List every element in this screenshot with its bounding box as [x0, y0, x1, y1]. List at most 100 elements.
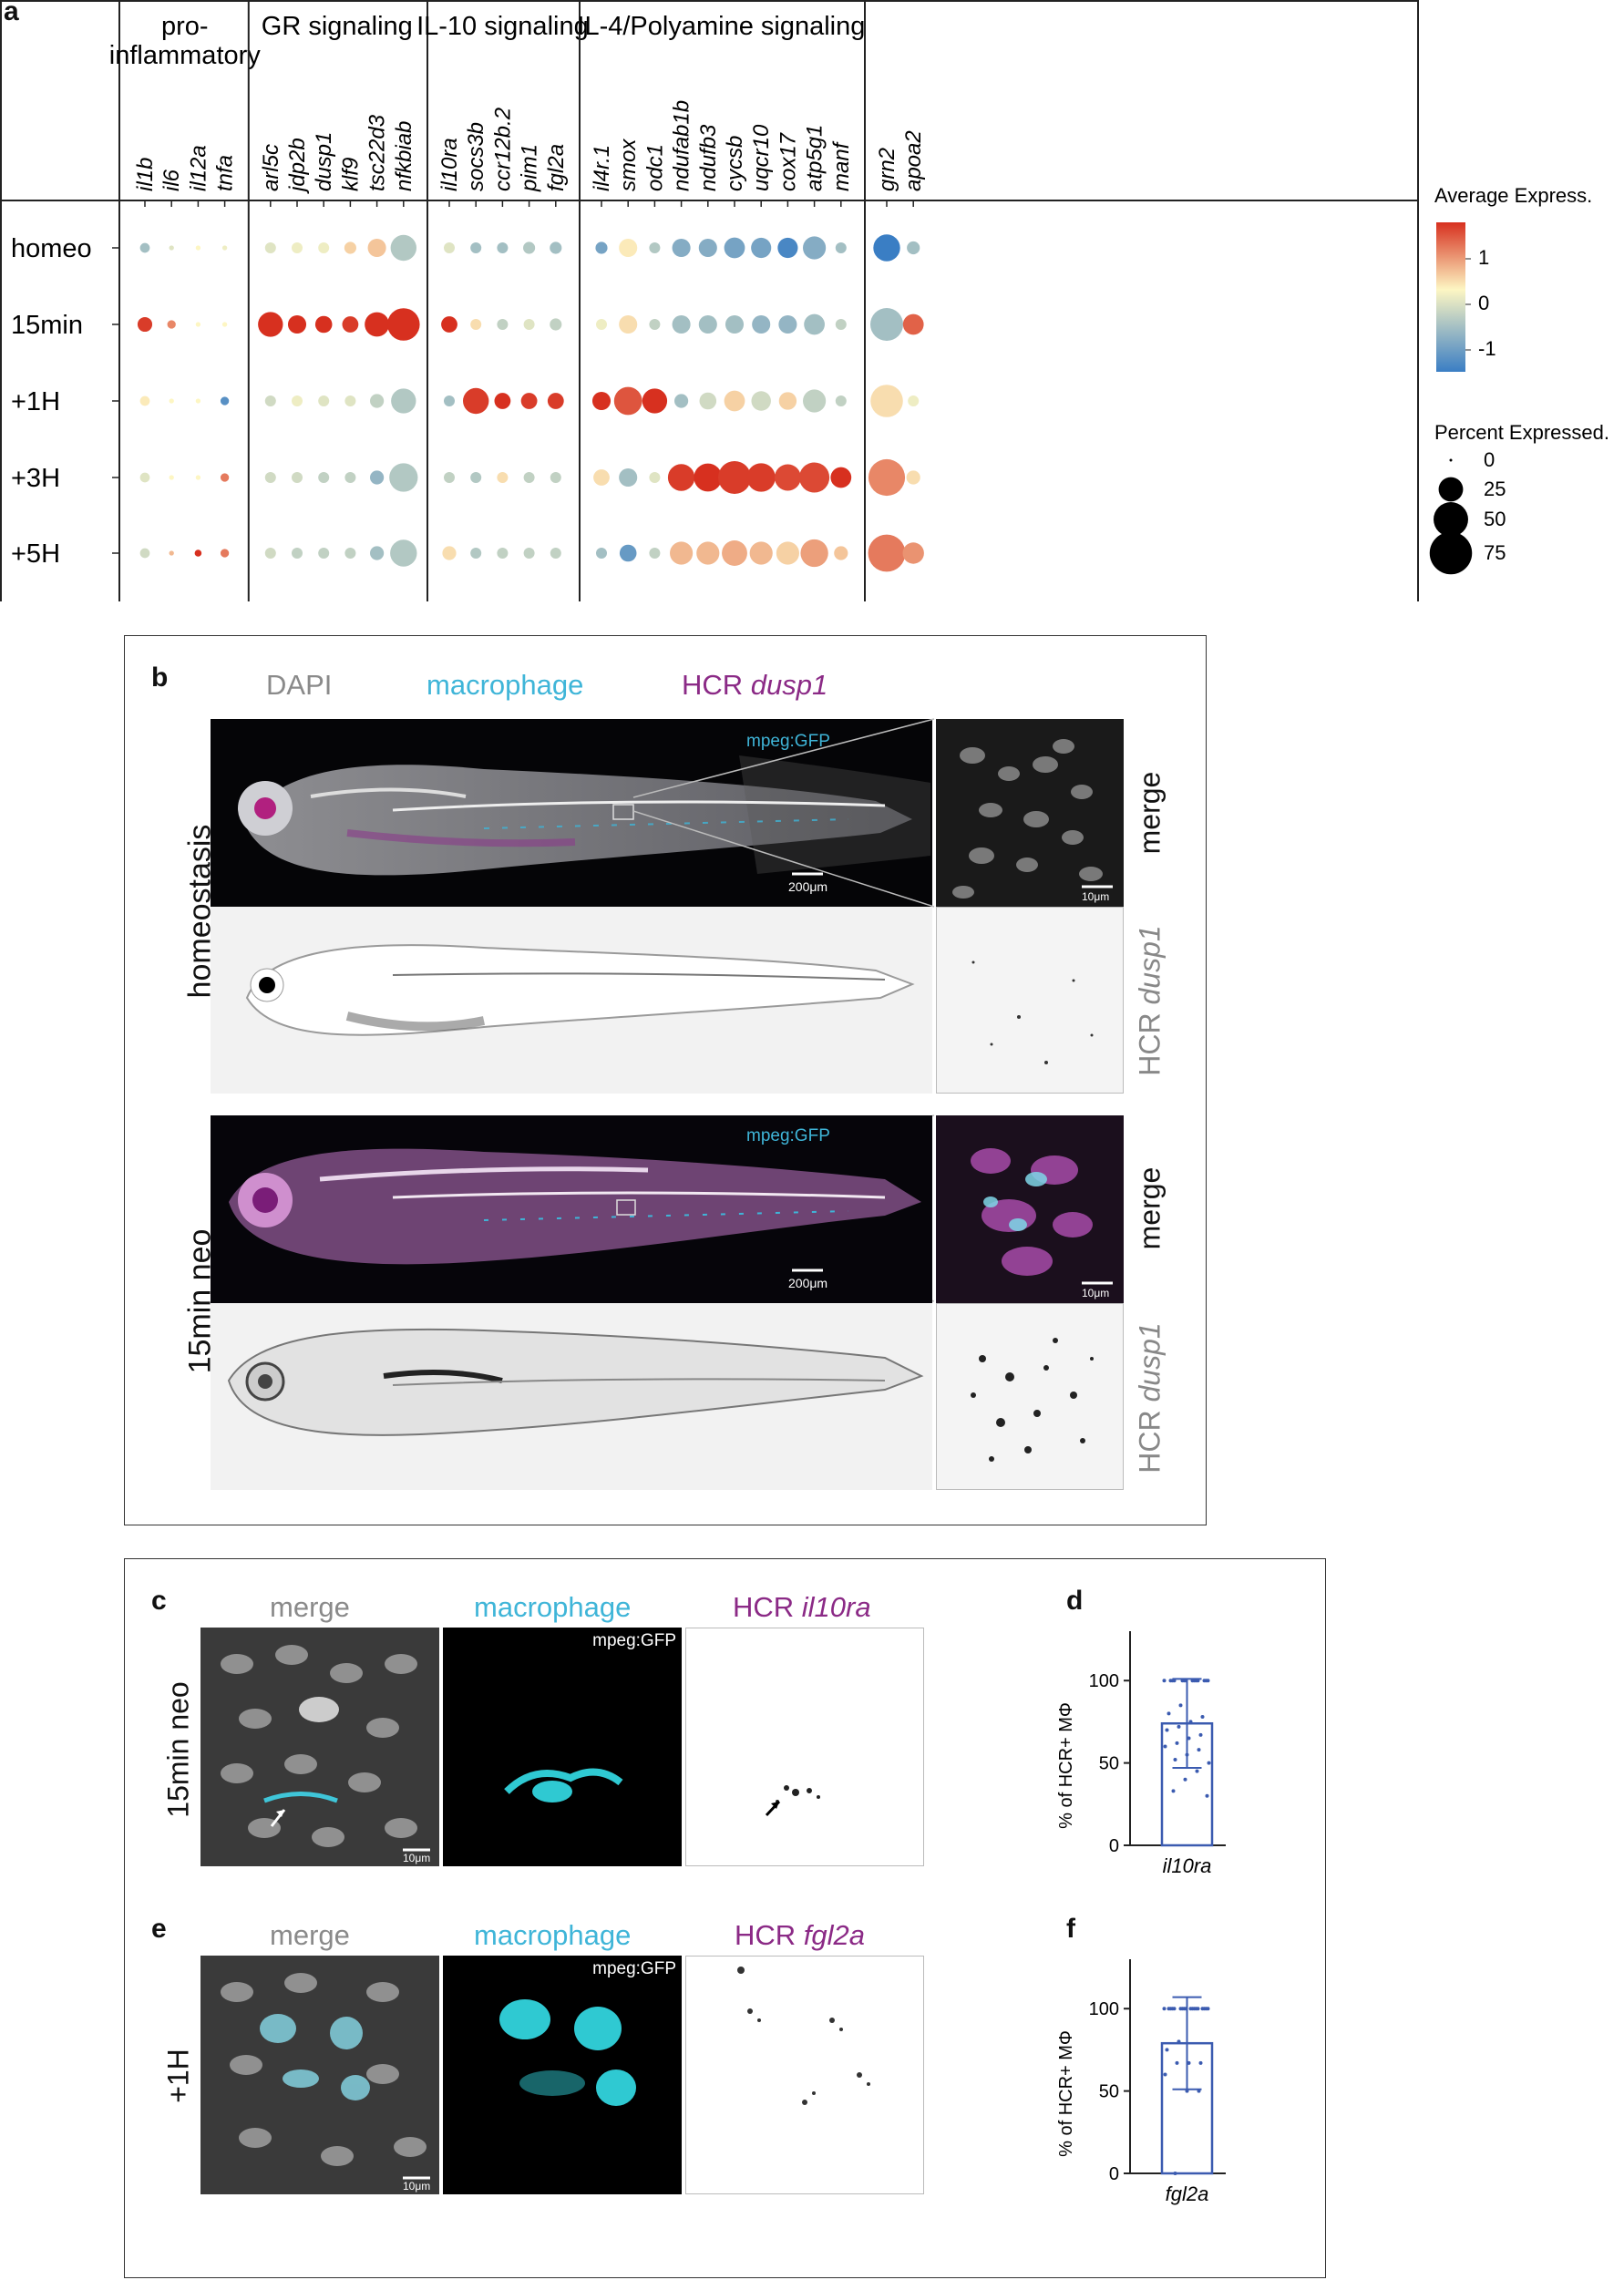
x-label: fgl2a — [1166, 2182, 1209, 2205]
expression-dot — [389, 463, 418, 492]
scale-bar-200um-1: 200μm — [788, 879, 828, 894]
expression-dot — [167, 320, 176, 329]
expression-dot — [195, 245, 201, 251]
y-tick-label: 100 — [1089, 1671, 1119, 1691]
expression-dot — [672, 314, 691, 334]
gene-label: ndufab1b — [670, 100, 694, 191]
fish-homeostasis-hcr-image — [211, 907, 932, 1094]
expression-dot — [908, 395, 920, 406]
panel-a-letter: a — [4, 0, 19, 26]
expression-dot — [868, 458, 906, 497]
expression-dot — [902, 313, 924, 335]
expression-dot — [221, 245, 228, 251]
expression-dot — [722, 540, 747, 566]
expression-dot — [470, 548, 482, 559]
expression-dot — [387, 308, 420, 341]
data-point — [1171, 1789, 1176, 1793]
expression-dot — [777, 237, 798, 259]
scale-bar-10um-1: 10μm — [1082, 890, 1110, 903]
gene-label: manf — [829, 140, 854, 191]
timepoint-label: +5H — [11, 539, 60, 569]
dotplot-border — [0, 0, 1419, 601]
bar-chart-f: 0 50 100 fgl2a % of HCR+ MΦ — [1056, 1959, 1226, 2205]
expression-dot — [906, 470, 920, 485]
expression-dot — [344, 548, 356, 559]
expression-dot — [649, 319, 661, 330]
expression-dot — [195, 398, 201, 404]
gene-label: smox — [616, 139, 641, 191]
timepoint-label: 15min — [11, 311, 83, 340]
gene-label: cycsb — [723, 136, 747, 191]
data-point — [1173, 2172, 1177, 2175]
data-point — [1207, 1761, 1211, 1765]
data-point — [1205, 1793, 1209, 1798]
gene-label: ndufb3 — [696, 124, 721, 191]
expression-dot — [221, 322, 228, 327]
data-point — [1173, 1758, 1177, 1761]
data-point — [1190, 1679, 1195, 1683]
c-macrophage-image: mpeg:GFP — [443, 1628, 682, 1866]
expression-dot — [596, 548, 607, 559]
group-label: inflammatory — [109, 41, 261, 70]
expression-dot — [220, 549, 230, 558]
expression-dot — [799, 462, 830, 493]
data-point — [1197, 1748, 1201, 1752]
e-merge-image: 10μm — [200, 1956, 439, 2194]
expression-dot — [442, 546, 457, 560]
gene-label: ccr12b.2 — [490, 108, 515, 191]
expression-dot — [195, 475, 201, 480]
data-point — [1183, 1777, 1187, 1782]
colorbar-tick-label: 0 — [1478, 292, 1489, 314]
expression-dot — [619, 467, 638, 488]
panel-e-letter: e — [151, 1914, 167, 1944]
hcr-dusp1-gene-1: dusp1 — [1133, 925, 1167, 1005]
group-label: GR signaling — [262, 12, 413, 41]
expression-dot — [463, 387, 489, 415]
y-label: % of HCR+ MΦ — [1056, 2030, 1076, 2157]
fish-15min-merge-image: mpeg:GFP 200μm — [211, 1115, 932, 1303]
expression-dot — [724, 390, 745, 412]
panel-b-letter: b — [151, 662, 169, 693]
expression-dot — [596, 319, 607, 330]
c-row-label: 15min neo — [161, 1681, 195, 1818]
expression-dot — [220, 396, 230, 406]
expression-dot — [441, 316, 457, 333]
expression-dot — [367, 238, 386, 258]
data-point — [1200, 1715, 1205, 1719]
data-point — [1198, 1732, 1203, 1737]
timepoint-label: +3H — [11, 464, 60, 493]
expression-dot — [139, 548, 150, 559]
data-point — [1175, 2060, 1179, 2065]
expression-dot — [444, 242, 455, 253]
expression-dot — [470, 319, 482, 330]
expression-dot — [470, 472, 482, 483]
expression-dot — [868, 534, 906, 572]
gene-label: grn2 — [875, 148, 899, 191]
expression-dot — [591, 391, 612, 411]
gene-label: il6 — [159, 169, 184, 191]
expression-dot — [523, 319, 535, 330]
scale-bar-10um-2: 10μm — [1082, 1287, 1110, 1299]
expression-dot — [550, 548, 561, 559]
expression-dot — [667, 464, 695, 491]
group-label: pro- — [161, 12, 209, 41]
data-point — [1187, 1736, 1191, 1741]
expression-dot — [870, 308, 903, 341]
gene-label: il4r.1 — [590, 145, 614, 191]
zoom-homeostasis-merge-image: 10μm — [936, 719, 1124, 907]
expression-dot — [497, 548, 509, 559]
expression-dot — [292, 242, 303, 253]
timepoint-label: homeo — [11, 234, 92, 263]
expression-dot — [523, 241, 536, 254]
c-header-merge: merge — [270, 1591, 350, 1623]
data-point — [1188, 1720, 1193, 1724]
y-tick-label: 100 — [1089, 1999, 1119, 2019]
expression-dot — [649, 242, 661, 253]
size-legend-dot — [1434, 502, 1468, 537]
expression-dot — [595, 241, 608, 254]
data-point — [1162, 1679, 1167, 1683]
scale-bar-200um-2: 200μm — [788, 1276, 828, 1290]
expression-dot — [520, 393, 538, 409]
panel-b-frame — [124, 635, 1207, 1525]
c-header-macrophage: macrophage — [474, 1591, 632, 1623]
